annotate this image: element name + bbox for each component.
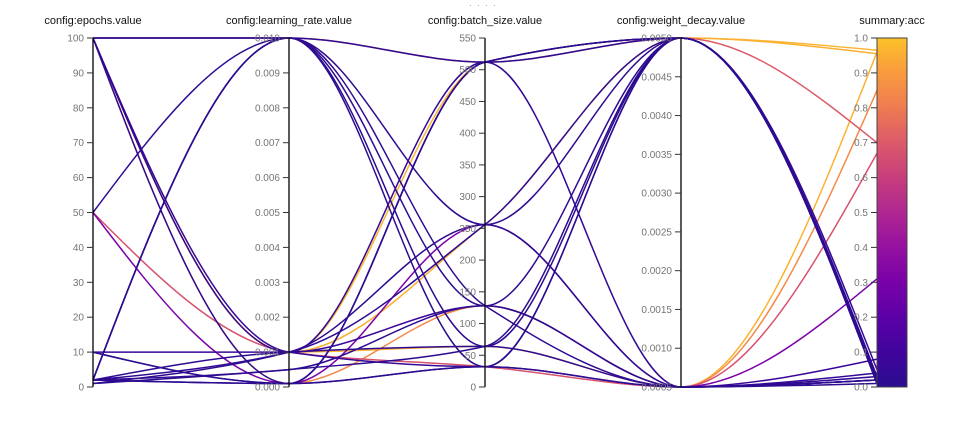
tick-label-learning_rate: 0.001: [255, 348, 280, 359]
tick-label-learning_rate: 0.007: [255, 138, 280, 149]
tick-label-acc: 0.3: [854, 278, 868, 289]
axis-title-epochs[interactable]: config:epochs.value: [44, 15, 141, 27]
tick-label-acc: 1.0: [854, 34, 868, 45]
tick-label-batch_size: 300: [459, 192, 476, 203]
tick-label-learning_rate: 0.006: [255, 173, 280, 184]
tick-label-weight_decay: 0.0045: [641, 72, 672, 83]
axis-title-learning_rate[interactable]: config:learning_rate.value: [226, 15, 352, 27]
tick-label-weight_decay: 0.0025: [641, 227, 672, 238]
tick-label-weight_decay: 0.0035: [641, 150, 672, 161]
tick-label-learning_rate: 0.002: [255, 313, 280, 324]
axis-title-acc[interactable]: summary:acc: [859, 15, 925, 27]
tick-label-batch_size: 450: [459, 97, 476, 108]
tick-label-acc: 0.4: [854, 243, 868, 254]
tick-label-epochs: 70: [73, 138, 85, 149]
tick-label-weight_decay: 0.0050: [641, 34, 672, 45]
tick-label-acc: 0.9: [854, 68, 868, 79]
tick-label-weight_decay: 0.0030: [641, 189, 672, 200]
tick-label-batch_size: 250: [459, 224, 476, 235]
tick-label-epochs: 40: [73, 243, 85, 254]
acc-colorbar: [876, 37, 908, 388]
axis-title-batch_size[interactable]: config:batch_size.value: [428, 15, 542, 27]
tick-label-acc: 0.5: [854, 208, 868, 219]
tick-label-epochs: 50: [73, 208, 85, 219]
tick-label-learning_rate: 0.005: [255, 208, 280, 219]
tick-label-batch_size: 100: [459, 319, 476, 330]
tick-label-acc: 0.7: [854, 138, 868, 149]
tick-label-weight_decay: 0.0020: [641, 266, 672, 277]
tick-label-epochs: 0: [78, 383, 84, 394]
tick-label-learning_rate: 0.003: [255, 278, 280, 289]
tick-label-weight_decay: 0.0040: [641, 111, 672, 122]
tick-label-weight_decay: 0.0015: [641, 305, 672, 316]
tick-label-batch_size: 500: [459, 65, 476, 76]
axis-title-weight_decay[interactable]: config:weight_decay.value: [617, 15, 745, 27]
tick-label-acc: 0.0: [854, 383, 868, 394]
tick-label-acc: 0.2: [854, 313, 868, 324]
tick-label-acc: 0.6: [854, 173, 868, 184]
tick-label-epochs: 10: [73, 348, 85, 359]
tick-label-batch_size: 50: [465, 351, 477, 362]
tick-label-batch_size: 200: [459, 256, 476, 267]
tick-label-epochs: 30: [73, 278, 85, 289]
tick-label-epochs: 100: [67, 34, 84, 45]
tick-label-epochs: 20: [73, 313, 85, 324]
tick-label-weight_decay: 0.0010: [641, 344, 672, 355]
tick-label-epochs: 80: [73, 103, 85, 114]
run-line[interactable]: [92, 37, 878, 385]
tick-label-batch_size: 350: [459, 160, 476, 171]
tick-label-epochs: 60: [73, 173, 85, 184]
tick-label-batch_size: 550: [459, 34, 476, 45]
tick-label-batch_size: 150: [459, 287, 476, 298]
tick-label-learning_rate: 0.010: [255, 34, 280, 45]
tick-label-epochs: 90: [73, 68, 85, 79]
panel-drag-handle[interactable]: ····: [469, 0, 501, 10]
tick-label-acc: 0.8: [854, 103, 868, 114]
tick-label-learning_rate: 0.004: [255, 243, 280, 254]
tick-label-weight_decay: 0.0005: [641, 383, 672, 394]
tick-label-batch_size: 0: [470, 383, 476, 394]
tick-label-learning_rate: 0.000: [255, 383, 280, 394]
tick-label-learning_rate: 0.008: [255, 103, 280, 114]
tick-label-learning_rate: 0.009: [255, 68, 280, 79]
tick-label-batch_size: 400: [459, 129, 476, 140]
tick-label-acc: 0.1: [854, 348, 868, 359]
